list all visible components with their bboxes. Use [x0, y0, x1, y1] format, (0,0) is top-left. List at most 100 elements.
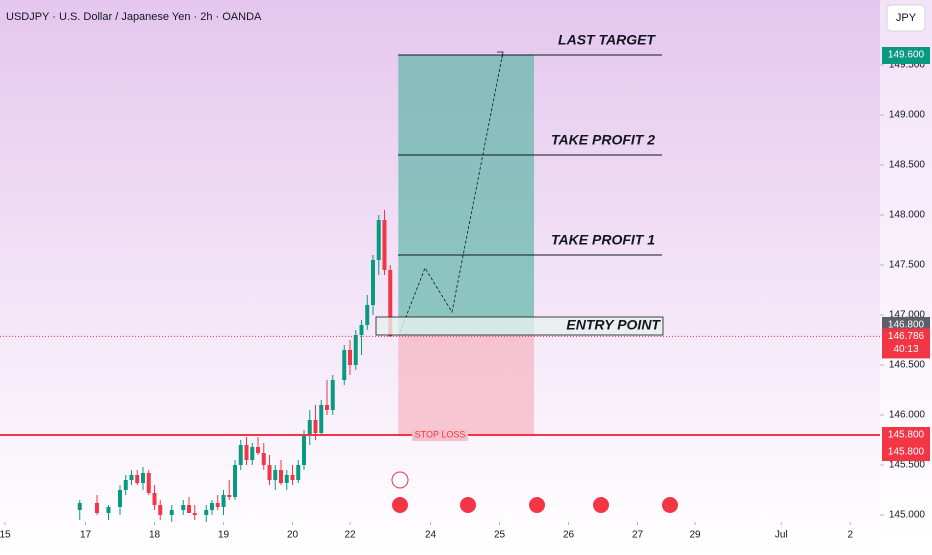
candle-body	[77, 503, 82, 510]
price-label-bg	[882, 444, 930, 461]
x-tick-label: 18	[149, 530, 161, 541]
candle-body	[279, 470, 283, 483]
annotation-label: TAKE PROFIT 2	[551, 132, 655, 148]
event-icons	[391, 471, 678, 513]
y-tick-label: 148.500	[889, 160, 926, 171]
candle-body	[238, 445, 243, 465]
countdown: 40:13	[893, 344, 918, 355]
candle-body	[261, 453, 266, 465]
candle-body	[267, 465, 272, 480]
annotation-label: TAKE PROFIT 1	[551, 232, 655, 248]
y-tick-label: 145.000	[889, 510, 926, 521]
price-label: 149.600	[888, 50, 925, 61]
annotation-label: STOP LOSS	[415, 429, 466, 439]
event-icon	[529, 497, 545, 513]
y-tick-label: 148.000	[889, 210, 926, 221]
candle-body	[388, 270, 393, 337]
currency-label[interactable]: JPY	[896, 12, 917, 24]
candle-body	[204, 510, 209, 515]
loss-zone	[398, 335, 534, 435]
candle-body	[146, 473, 151, 493]
candle-body	[135, 475, 140, 483]
candle-body	[296, 465, 301, 480]
y-tick-label: 149.000	[889, 110, 926, 121]
candle-body	[118, 490, 122, 507]
event-icon	[460, 497, 476, 513]
candle-body	[325, 405, 329, 410]
candle-body	[192, 513, 197, 515]
x-tick-label: 15	[0, 530, 11, 541]
candle-body	[123, 480, 128, 490]
candle-body	[302, 435, 306, 465]
y-tick-label: 147.500	[889, 260, 926, 271]
candle-body	[290, 475, 295, 480]
projection-path	[399, 51, 504, 333]
candle-body	[353, 335, 358, 365]
x-tick-label: 20	[287, 530, 299, 541]
candle-body	[307, 420, 312, 435]
candle-body	[365, 305, 370, 325]
y-tick-label: 146.500	[889, 360, 926, 371]
event-icon	[392, 497, 408, 513]
event-icon	[593, 497, 609, 513]
x-tick-label: Jul	[775, 530, 788, 541]
candle-body	[376, 220, 381, 260]
candle-body	[348, 350, 352, 365]
candle-body	[221, 495, 226, 507]
candle-body	[106, 507, 111, 513]
price-label-bg	[882, 427, 930, 444]
x-tick-label: 25	[494, 530, 506, 541]
price-label: 145.800	[888, 430, 925, 441]
x-tick-label: 27	[632, 530, 644, 541]
candle-body	[256, 447, 260, 453]
price-label: 146.786	[888, 331, 925, 342]
arrow-head	[497, 51, 504, 59]
x-tick-label: 2	[847, 530, 853, 541]
x-tick-label: 24	[425, 530, 437, 541]
x-tick-label: 29	[689, 530, 701, 541]
y-tick-label: 149.500	[889, 60, 926, 71]
y-tick-label: 146.000	[889, 410, 926, 421]
x-tick-label: 22	[344, 530, 356, 541]
candle-body	[244, 445, 249, 460]
price-label: 145.800	[888, 447, 925, 458]
stop-label-bg	[412, 429, 468, 441]
candle-body	[181, 505, 186, 510]
x-tick-label: 17	[80, 530, 92, 541]
annotation-label: LAST TARGET	[558, 32, 656, 48]
annotation-label: ENTRY POINT	[566, 317, 661, 333]
y-tick-label: 147.000	[889, 310, 926, 321]
candle-body	[273, 470, 278, 480]
candle-body	[95, 503, 99, 513]
candle-body	[152, 493, 157, 505]
candle-body	[359, 325, 364, 335]
symbol-title: USDJPY · U.S. Dollar / Japanese Yen · 2h…	[6, 11, 262, 23]
candle-body	[250, 447, 255, 460]
price-label-bg	[882, 47, 930, 64]
x-tick-label: 19	[218, 530, 230, 541]
event-icon	[391, 471, 409, 489]
currency-button[interactable]	[886, 4, 926, 32]
candle-body	[158, 505, 163, 515]
price-label-bg	[882, 328, 930, 359]
candle-body	[330, 380, 335, 410]
entry-box	[375, 316, 664, 336]
candle-body	[313, 420, 318, 433]
profit-zone	[398, 55, 534, 335]
candle-body	[187, 505, 191, 513]
candle-body	[371, 260, 375, 305]
candle-body	[342, 350, 347, 380]
price-label: 146.800	[888, 320, 925, 331]
candle-body	[169, 510, 174, 515]
candle-body	[382, 220, 387, 270]
candle-body	[227, 495, 232, 497]
candle-body	[215, 503, 220, 507]
candle-body	[129, 475, 134, 480]
candle-body	[210, 503, 214, 510]
candle-body	[233, 465, 237, 497]
y-tick-label: 145.500	[889, 460, 926, 471]
x-tick-label: 26	[563, 530, 575, 541]
event-icon	[662, 497, 678, 513]
candle-body	[319, 405, 324, 433]
